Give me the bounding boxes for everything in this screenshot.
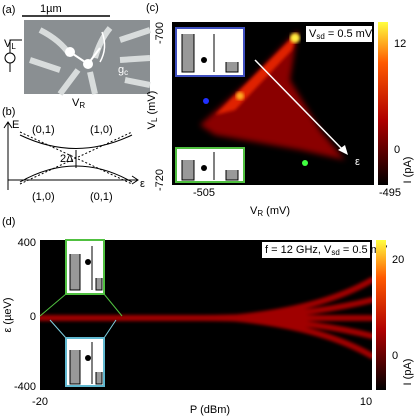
y-axis-label: ε (µeV) xyxy=(2,297,14,332)
x-tick-label: -20 xyxy=(32,396,48,408)
colorbar-label: I (pA) xyxy=(402,359,414,386)
state-label: (1,0) xyxy=(32,191,55,203)
panel-label: (d) xyxy=(2,216,15,228)
y-tick-label: -400 xyxy=(14,381,36,393)
panel-label: (b) xyxy=(2,106,15,118)
colorbar-tick: 0 xyxy=(394,144,400,156)
y-axis-label: VL (mV) xyxy=(146,91,159,130)
x-tick-label: -505 xyxy=(193,187,215,199)
colorbar-label: I (pA) xyxy=(402,157,414,184)
gap-label: 2Δ xyxy=(60,153,74,165)
scale-label: 1µm xyxy=(40,3,62,15)
x-axis-label: VR (mV) xyxy=(250,205,290,218)
x-tick-label: -495 xyxy=(379,187,401,199)
panel-d: (d) f = 12 GHz, Vsd = 0.5 mV 400 0 -400 … xyxy=(2,216,414,416)
colorbar xyxy=(378,22,388,185)
state-label: (0,1) xyxy=(90,191,113,203)
state-label: (0,1) xyxy=(32,124,55,136)
panel-b: (b) E ε (0,1) (1,0) (1,0) (0,1) 2Δ xyxy=(2,106,145,203)
colorbar-tick: 12 xyxy=(394,38,406,50)
condition-label: f = 12 GHz, Vsd = 0.5 mV xyxy=(265,244,388,257)
y-tick-label: 0 xyxy=(30,311,36,323)
panel-label: (a) xyxy=(2,4,15,16)
axis-label: E xyxy=(12,119,19,131)
arrow-label: ε xyxy=(355,156,360,168)
x-tick-label: 10 xyxy=(360,396,372,408)
gate-right-label: VR xyxy=(72,97,85,110)
y-tick-label: -700 xyxy=(154,22,166,44)
y-tick-label: -720 xyxy=(154,169,166,191)
panel-a: (a) 1µm VL VR gc xyxy=(2,3,151,110)
axis-label: ε xyxy=(140,178,145,190)
x-axis-label: P (dBm) xyxy=(190,404,230,416)
colorbar-tick: 0 xyxy=(392,350,398,362)
y-tick-label: 400 xyxy=(18,237,36,249)
colorbar-tick: 20 xyxy=(392,254,404,266)
panel-label: (c) xyxy=(146,2,159,14)
coupler-label: gc xyxy=(118,64,128,77)
colorbar xyxy=(376,240,386,390)
gate-left-label: VL xyxy=(4,38,16,51)
state-label: (1,0) xyxy=(90,124,113,136)
panel-c: (c) ε Vsd = 0.5 mV -700 -720 VL (mV) -50… xyxy=(146,2,414,218)
condition-label: Vsd = 0.5 mV xyxy=(309,28,373,41)
